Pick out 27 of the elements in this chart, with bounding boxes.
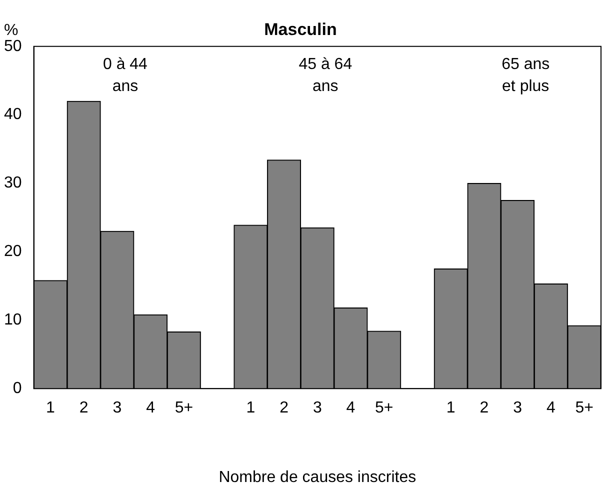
x-tick-label: 3 [312,400,322,417]
annotation: 45 à 64 ans [298,56,352,95]
y-tick-label: 10 [4,312,22,329]
x-tick-label: 4 [546,400,556,417]
y-tick-label: 40 [4,106,22,124]
x-tick-label: 5+ [575,400,594,417]
x-tick-label: 2 [280,400,289,417]
y-tick-label: 30 [4,174,22,192]
x-tick-label: 5+ [174,400,194,417]
y-tick-label: 50 [4,38,22,55]
annotation: 65 ans et plus [502,56,550,95]
x-tick-label: 4 [346,400,356,417]
x-tick-label: 1 [246,400,256,417]
x-tick-label: 2 [79,400,88,417]
x-tick-label: 2 [480,400,489,417]
x-tick-label: 3 [112,400,122,417]
x-tick-label: 5+ [375,400,394,417]
x-tick-label: 3 [513,400,522,417]
x-tick-label: 4 [146,400,156,417]
chart-title: Masculin [264,20,337,39]
y-tick-label: 0 [12,380,22,398]
y-axis-title: % [4,22,18,39]
x-axis-title: Nombre de causes inscrites [218,468,416,486]
x-tick-label: 1 [446,400,456,417]
annotation: 0 à 44 ans [102,56,148,95]
x-tick-label: 1 [46,400,56,417]
y-tick-label: 20 [4,243,22,260]
